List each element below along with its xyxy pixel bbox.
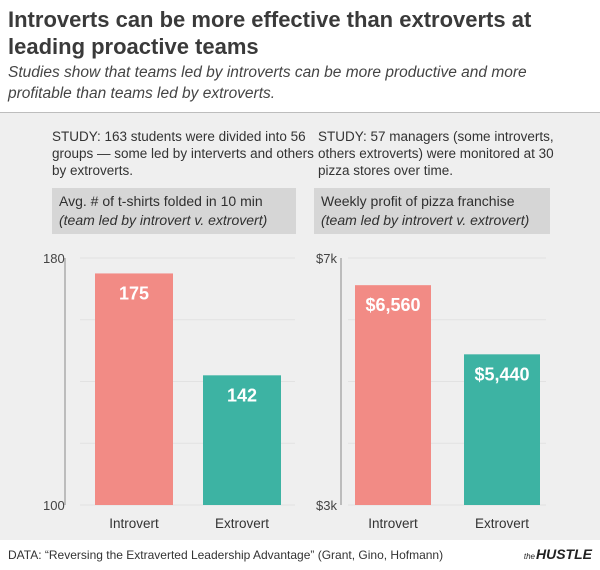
footer: DATA: “Reversing the Extraverted Leaders… xyxy=(0,540,600,570)
chart-subtitle: Studies show that teams led by introvert… xyxy=(8,64,527,102)
metric-label-right-line2: (team led by introvert v. extrovert) xyxy=(321,212,530,228)
bar-value-label: 175 xyxy=(119,283,149,303)
metric-label-left: Avg. # of t-shirts folded in 10 min (tea… xyxy=(52,188,296,234)
bar-extrovert xyxy=(464,354,540,505)
bar-introvert xyxy=(355,285,431,505)
charts-panel: STUDY: 163 students were divided into 56… xyxy=(0,113,600,540)
category-label: Introvert xyxy=(368,516,418,531)
bar-chart-pizza-profit: $3k $7k $6,560 Introvert $5,440 Extrovert xyxy=(316,251,546,531)
category-label: Extrovert xyxy=(215,516,269,531)
header-divider xyxy=(0,112,600,113)
chart-title: Introverts can be more effective than ex… xyxy=(8,7,532,59)
brand-logo-prefix: the xyxy=(523,552,535,561)
metric-label-right: Weekly profit of pizza franchise (team l… xyxy=(314,188,550,234)
y-tick-label: $7k xyxy=(316,251,337,266)
bar-extrovert xyxy=(203,375,281,505)
bar-value-label: $6,560 xyxy=(365,295,420,315)
y-tick-label: 180 xyxy=(43,251,65,266)
metric-label-left-line2: (team led by introvert v. extrovert) xyxy=(59,212,268,228)
brand-logo: theHUSTLE xyxy=(524,546,592,562)
study-description-left: STUDY: 163 students were divided into 56… xyxy=(52,129,314,178)
metric-label-right-line1: Weekly profit of pizza franchise xyxy=(321,193,515,209)
y-tick-label: 100 xyxy=(43,498,65,513)
bar-introvert xyxy=(95,273,173,505)
metric-label-left-line1: Avg. # of t-shirts folded in 10 min xyxy=(59,193,263,209)
data-source: DATA: “Reversing the Extraverted Leaders… xyxy=(8,548,444,562)
y-tick-label: $3k xyxy=(316,498,337,513)
category-label: Introvert xyxy=(109,516,159,531)
bar-value-label: 142 xyxy=(227,385,257,405)
study-description-right: STUDY: 57 managers (some introverts, oth… xyxy=(318,129,554,178)
brand-logo-text: HUSTLE xyxy=(536,546,592,562)
category-label: Extrovert xyxy=(475,516,529,531)
bar-value-label: $5,440 xyxy=(474,364,529,384)
bar-chart-tshirts: 100 180 175 Introvert 142 Extrovert xyxy=(43,251,295,531)
